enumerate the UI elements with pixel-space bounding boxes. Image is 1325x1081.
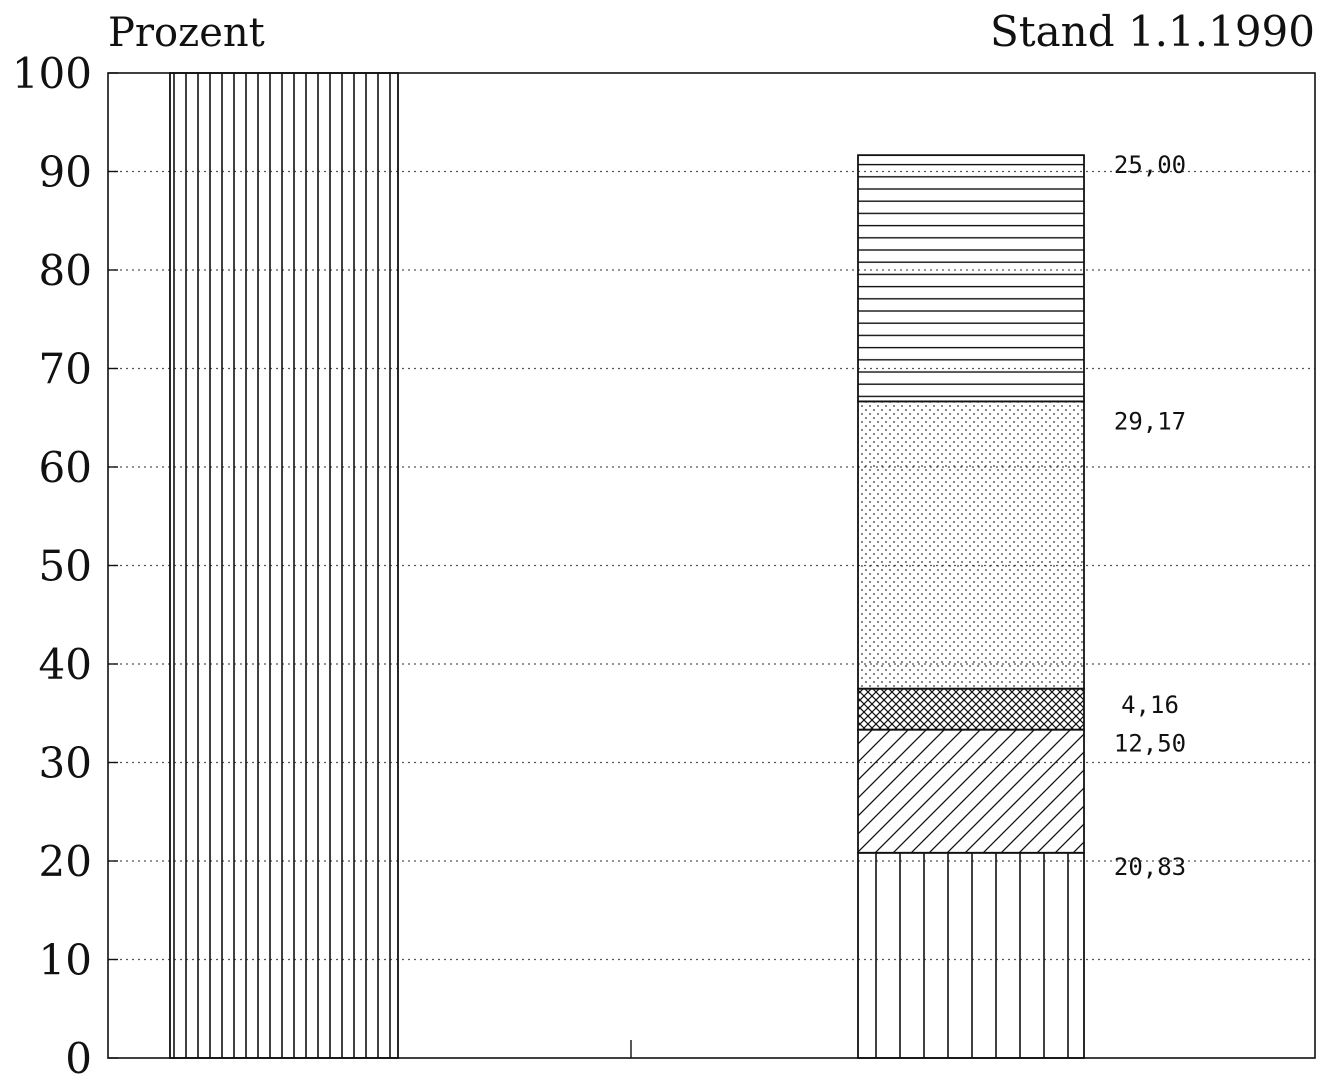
bar-1-segment-1 [169,72,399,1059]
y-tick-label: 20 [39,837,92,886]
bar-2-segment-2 [857,728,1085,854]
plot-frame [107,72,1316,1059]
date-stamp: Stand 1.1.1990 [990,7,1315,56]
y-tick-label: 90 [39,148,92,197]
data-label: 4,16 [1121,691,1179,719]
bar-2-segment-5 [857,154,1085,403]
y-tick-label: 70 [39,345,92,394]
y-tick-label: 60 [39,443,92,492]
data-label: 12,50 [1114,730,1186,758]
y-axis-title: Prozent [108,10,265,56]
y-tick-label: 50 [39,542,92,591]
y-tick-label: 0 [65,1034,92,1081]
data-label: 25,00 [1114,151,1186,179]
bars [169,72,1085,1059]
bar-2-segment-3 [857,687,1085,731]
y-tick-label: 40 [39,640,92,689]
bar-2-segment-4 [857,400,1085,690]
y-tick-label: 30 [39,739,92,788]
data-label: 29,17 [1114,407,1186,435]
y-tick-label: 100 [12,49,92,98]
y-tick-labels: 0 10 20 30 40 50 60 70 80 90 100 [12,49,92,1081]
bar-2-segment-1 [857,851,1085,1059]
y-tick-label: 80 [39,246,92,295]
data-labels: 20,83 12,50 4,16 29,17 25,00 [1114,151,1186,881]
y-tick-label: 10 [39,936,92,985]
data-label: 20,83 [1114,853,1186,881]
